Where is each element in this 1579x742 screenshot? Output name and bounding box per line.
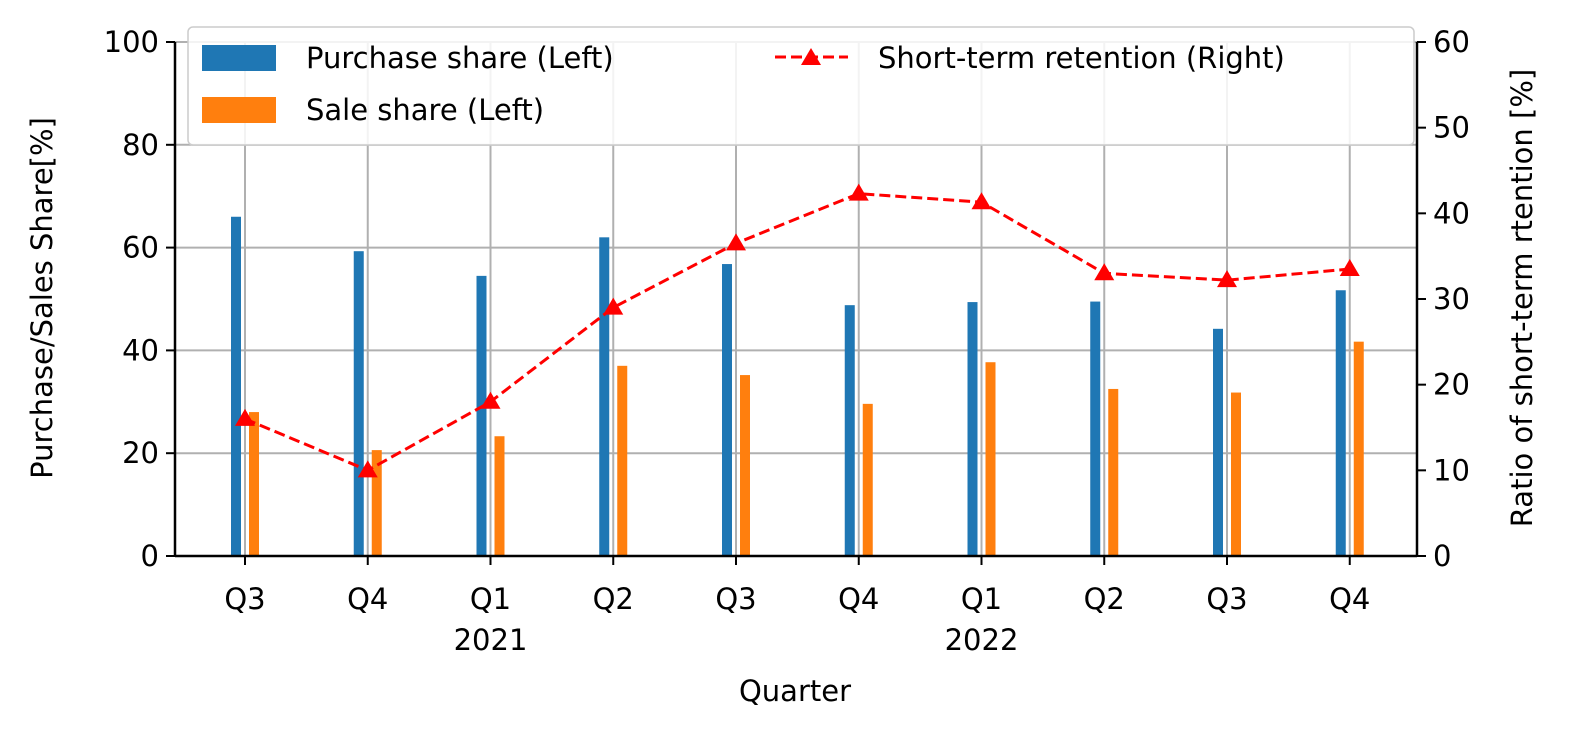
legend: Purchase share (Left) Sale share (Left) … [187,26,1415,146]
x-tick-label: Q3 [1206,582,1247,616]
y-right-tick-label: 10 [1433,453,1470,487]
bar-purchase-share [599,237,610,556]
x-year-label: 2022 [945,623,1019,657]
marker-short-term-retention [1094,263,1115,281]
bar-purchase-share [476,275,487,556]
bar-purchase-share [844,305,855,556]
bar-sale-share [862,403,873,556]
tick-labels: 0 20 40 60 80 100 0 10 20 30 40 50 60 Q3 Q4 Q1 Q2 Q3 Q4 Q1 Q… [104,25,1470,657]
bar-purchase-share [1335,290,1346,556]
bar-purchase-share [967,302,978,556]
y-left-tick-label: 20 [122,436,159,470]
bar-purchase-share [1090,301,1101,556]
x-tick-label: Q1 [961,582,1002,616]
y-left-tick-label: 60 [122,231,159,265]
y-right-tick-label: 40 [1433,196,1470,230]
legend-label-sale: Sale share (Left) [306,93,544,127]
bar-sale-share [249,412,259,556]
legend-marker-retention [801,48,821,65]
x-year-label: 2021 [454,623,528,657]
x-axis-title: Quarter [739,674,851,708]
bar-purchase-share [231,216,241,556]
retention-line [235,183,1360,478]
marker-short-term-retention [971,192,992,210]
y-axis-left-title: Purchase/Sales Share[%] [25,117,59,479]
bar-purchase-share [1213,328,1223,556]
bar-sale-share [371,450,382,556]
marker-short-term-retention [480,391,501,409]
bars [231,216,1364,556]
x-tick-label: Q3 [224,582,265,616]
y-left-tick-label: 0 [141,539,159,573]
y-left-tick-label: 80 [122,128,159,162]
x-tick-label: Q2 [593,582,634,616]
legend-swatch-purchase [202,45,276,71]
marker-short-term-retention [1339,259,1360,277]
y-left-tick-label: 40 [122,333,159,367]
y-right-tick-label: 60 [1433,25,1470,59]
x-tick-label: Q2 [1084,582,1125,616]
bar-sale-share [494,436,505,556]
y-right-tick-label: 50 [1433,111,1470,145]
y-axis-right-title: Ratio of short-term rtention [%] [1505,69,1539,527]
y-right-tick-label: 0 [1433,539,1451,573]
x-tick-label: Q4 [347,582,388,616]
bar-sale-share [985,362,996,556]
marker-short-term-retention [726,233,746,251]
line-short-term-retention [244,192,1350,472]
y-left-tick-label: 100 [104,25,159,59]
y-right-tick-label: 30 [1433,282,1470,316]
x-tick-label: Q4 [838,582,879,616]
legend-label-purchase: Purchase share (Left) [306,41,614,75]
x-tick-label: Q4 [1329,582,1370,616]
marker-short-term-retention [357,460,378,478]
x-tick-label: Q1 [470,582,511,616]
y-right-tick-label: 20 [1433,368,1470,402]
bar-sale-share [1353,341,1364,556]
marker-short-term-retention [603,297,624,315]
bar-sale-share [617,365,628,556]
x-tick-label: Q3 [715,582,756,616]
bar-sale-share [1108,388,1119,556]
marker-short-term-retention [235,408,255,426]
legend-label-retention: Short-term retention (Right) [878,41,1285,75]
bar-purchase-share [722,264,732,556]
bar-purchase-share [353,251,364,556]
bar-sale-share [740,375,750,556]
marker-short-term-retention [848,183,869,201]
marker-short-term-retention [1217,270,1237,288]
legend-frame [187,26,1415,146]
legend-swatch-sale [202,97,276,123]
bar-sale-share [1231,392,1241,556]
axes [166,41,1426,565]
